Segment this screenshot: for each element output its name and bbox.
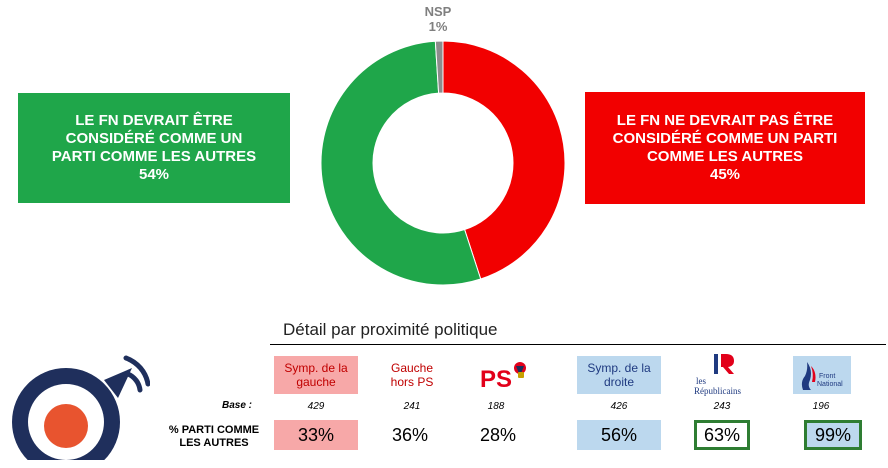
header-gauche-hors-ps-line2: hors PS: [390, 375, 434, 389]
base-value: 426: [610, 401, 628, 412]
header-gauche-hors-ps-line1: Gauche: [390, 361, 434, 375]
base-value: 243: [713, 401, 731, 412]
callout-red-line2: CONSIDÉRÉ COMME UN PARTI: [612, 130, 838, 147]
value-cell: 33%: [274, 420, 358, 450]
detail-title: Détail par proximité politique: [283, 320, 498, 339]
base-label: Base :: [222, 400, 253, 411]
nsp-name: NSP: [424, 4, 452, 19]
base-value: 196: [812, 401, 830, 412]
base-value: 188: [487, 401, 505, 412]
fn-logo-text-line1: Front: [819, 373, 835, 380]
brand-logo: [0, 355, 150, 468]
header-symp-gauche-line1: Symp. de la: [284, 361, 348, 375]
front-national-logo: Front National: [793, 356, 851, 394]
base-value: 429: [307, 401, 325, 412]
donut-slice-1: [320, 40, 482, 286]
les-republicains-logo: les Républicains: [694, 354, 741, 396]
detail-underline: [270, 344, 886, 345]
callout-green-line1: LE FN DEVRAIT ÊTRE: [75, 112, 233, 129]
row-label-line2: LES AUTRES: [179, 437, 249, 449]
header-symp-droite-line2: droite: [603, 375, 635, 389]
value-cell: 63%: [694, 420, 750, 450]
base-value: 241: [403, 401, 421, 412]
callout-red-value: 45%: [709, 166, 741, 183]
header-symp-gauche-line2: gauche: [296, 375, 336, 389]
row-label-line1: % PARTI COMME: [168, 424, 260, 436]
donut-chart: [320, 40, 566, 286]
value-cell: 28%: [479, 424, 517, 445]
donut-slice-0: [442, 40, 566, 280]
callout-green-value: 54%: [138, 166, 170, 183]
callout-should-be-considered: LE FN DEVRAIT ÊTRE CONSIDÉRÉ COMME UN PA…: [18, 93, 290, 203]
nsp-value: 1%: [428, 19, 448, 34]
header-symp-droite-line1: Symp. de la: [587, 361, 651, 375]
callout-green-line3: PARTI COMME LES AUTRES: [51, 148, 257, 165]
lr-logo-text-line2: Républicains: [694, 386, 741, 396]
fn-logo-text-line2: National: [817, 381, 843, 388]
row-label-parti-comme-les-autres: % PARTI COMME LES AUTRES: [160, 424, 268, 450]
donut-slice-2: [434, 40, 444, 94]
lr-logo-text-line1: les: [696, 376, 706, 386]
value-cell: 36%: [391, 424, 429, 445]
callout-should-not-be-considered: LE FN NE DEVRAIT PAS ÊTRE CONSIDÉRÉ COMM…: [585, 92, 865, 204]
ps-logo-text: PS: [480, 366, 512, 392]
value-cell: 56%: [577, 420, 661, 450]
header-symp-droite: Symp. de la droite: [577, 356, 661, 394]
callout-green-line2: CONSIDÉRÉ COMME UN: [65, 130, 243, 147]
ps-logo: PS: [480, 362, 526, 392]
nsp-label: NSP 1%: [413, 4, 463, 34]
header-symp-gauche: Symp. de la gauche: [274, 356, 358, 394]
header-gauche-hors-ps: Gauche hors PS: [380, 356, 444, 394]
value-cell: 99%: [804, 420, 862, 450]
callout-red-line1: LE FN NE DEVRAIT PAS ÊTRE: [616, 112, 834, 129]
callout-red-line3: COMME LES AUTRES: [646, 148, 804, 165]
